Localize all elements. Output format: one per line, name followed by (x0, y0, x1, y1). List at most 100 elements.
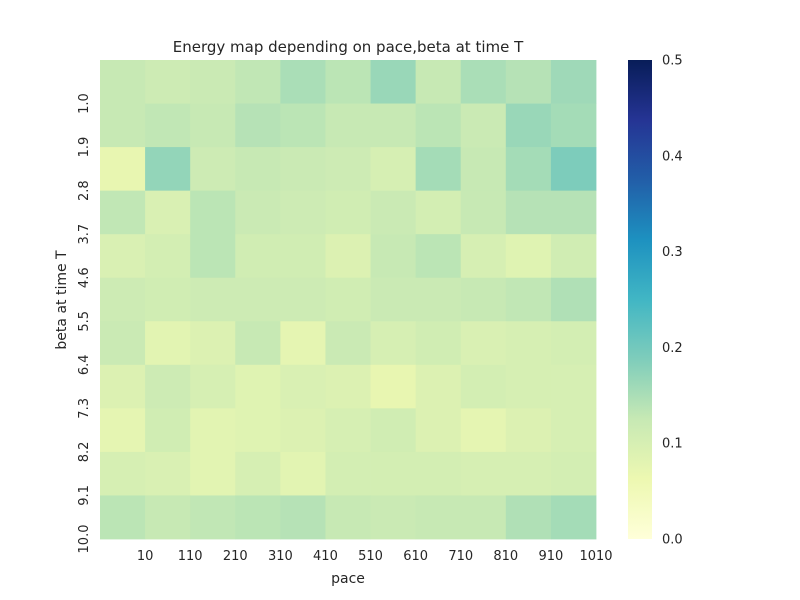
x-tick-label: 610 (403, 549, 428, 564)
x-tick-label: 910 (538, 549, 563, 564)
heatmap-cell (505, 364, 552, 409)
heatmap-cell (145, 364, 191, 409)
x-axis-label: pace (331, 571, 365, 587)
heatmap-cell (280, 321, 326, 366)
heatmap-cell (235, 495, 281, 540)
heatmap-cell (190, 103, 236, 148)
heatmap-cell (235, 408, 281, 453)
heatmap-cell (550, 190, 597, 235)
heatmap-cell (550, 234, 597, 279)
heatmap-cell (325, 147, 371, 192)
x-tick-label: 510 (358, 549, 383, 564)
heatmap-cell (190, 277, 236, 322)
y-tick-label: 6.4 (77, 354, 92, 375)
heatmap-cell (190, 234, 236, 279)
x-tick-label: 210 (223, 549, 248, 564)
heatmap-cell (415, 190, 462, 235)
y-tick-label: 7.3 (77, 398, 92, 419)
heatmap-cell (100, 321, 146, 366)
colorbar-tick-label: 0.2 (662, 341, 683, 356)
colorbar-tick-label: 0.0 (662, 533, 683, 548)
heatmap-cell (325, 451, 371, 496)
heatmap-cell (100, 364, 146, 409)
heatmap-cell (460, 60, 507, 104)
heatmap-cell (505, 321, 552, 366)
heatmap-cell (370, 364, 417, 409)
colorbar-tick-label: 0.1 (662, 437, 683, 452)
heatmap-cell (145, 321, 191, 366)
heatmap-cell (100, 451, 146, 496)
heatmap-cell (505, 234, 552, 279)
heatmap-cell (460, 190, 507, 235)
heatmap-cell (190, 147, 236, 192)
heatmap-cell (280, 451, 326, 496)
heatmap-cell (460, 147, 507, 192)
y-tick-label: 1.9 (77, 137, 92, 158)
heatmap-cell (550, 408, 597, 453)
heatmap-cell (145, 190, 191, 235)
colorbar-tick-labels: 0.0 0.1 0.2 0.3 0.4 0.5 (662, 54, 683, 548)
heatmap-cell (145, 60, 191, 104)
heatmap-cell (325, 277, 371, 322)
heatmap-cell (370, 277, 417, 322)
heatmap-cell (235, 451, 281, 496)
heatmap-cell (415, 103, 462, 148)
x-tick-label: 10 (137, 549, 154, 564)
colorbar-tick-label: 0.3 (662, 245, 683, 260)
heatmap-cell (550, 60, 597, 104)
y-tick-label: 3.7 (77, 224, 92, 245)
heatmap-cell (100, 190, 146, 235)
y-tick-label: 1.0 (77, 93, 92, 114)
heatmap-cell (145, 103, 191, 148)
heatmap-cell (550, 147, 597, 192)
heatmap-cell (415, 408, 462, 453)
heatmap-cell (550, 103, 597, 148)
heatmap-cell (370, 147, 417, 192)
heatmap-cell (100, 103, 146, 148)
heatmap-cell (145, 495, 191, 540)
heatmap-cell (415, 147, 462, 192)
y-tick-label: 5.5 (77, 311, 92, 332)
heatmap-cell (325, 408, 371, 453)
heatmap-cell (100, 234, 146, 279)
heatmap-cell (370, 60, 417, 104)
heatmap-cell (100, 408, 146, 453)
heatmap-cell (280, 364, 326, 409)
heatmap-cell (235, 234, 281, 279)
x-tick-label: 110 (178, 549, 203, 564)
heatmap-cell (460, 234, 507, 279)
heatmap-cell (280, 190, 326, 235)
heatmap-cell (145, 277, 191, 322)
heatmap-cell (280, 495, 326, 540)
heatmap-cell (460, 451, 507, 496)
heatmap-cell (325, 495, 371, 540)
x-tick-label: 410 (313, 549, 338, 564)
heatmap-cell (325, 103, 371, 148)
heatmap-cell (145, 451, 191, 496)
heatmap-cell (550, 451, 597, 496)
heatmap-cell (505, 495, 552, 540)
heatmap-cell (505, 408, 552, 453)
heatmap-cell (370, 408, 417, 453)
heatmap-cell (415, 321, 462, 366)
heatmap-cell (325, 364, 371, 409)
heatmap-cell (370, 234, 417, 279)
heatmap-cell (550, 277, 597, 322)
heatmap-cell (145, 147, 191, 192)
heatmap-cell (100, 147, 146, 192)
y-tick-label: 9.1 (77, 485, 92, 506)
y-tick-label: 2.8 (77, 180, 92, 201)
heatmap-cell (190, 60, 236, 104)
heatmap-cell (100, 60, 146, 104)
heatmap-cell (370, 495, 417, 540)
heatmap-cell (370, 103, 417, 148)
y-axis-label: beta at time T (54, 250, 70, 350)
heatmap-cell (505, 451, 552, 496)
y-tick-label: 4.6 (77, 267, 92, 288)
heatmap-cell (505, 60, 552, 104)
heatmap-cell (190, 190, 236, 235)
heatmap-cell (325, 321, 371, 366)
heatmap-cell (415, 364, 462, 409)
heatmap-cell (280, 60, 326, 104)
